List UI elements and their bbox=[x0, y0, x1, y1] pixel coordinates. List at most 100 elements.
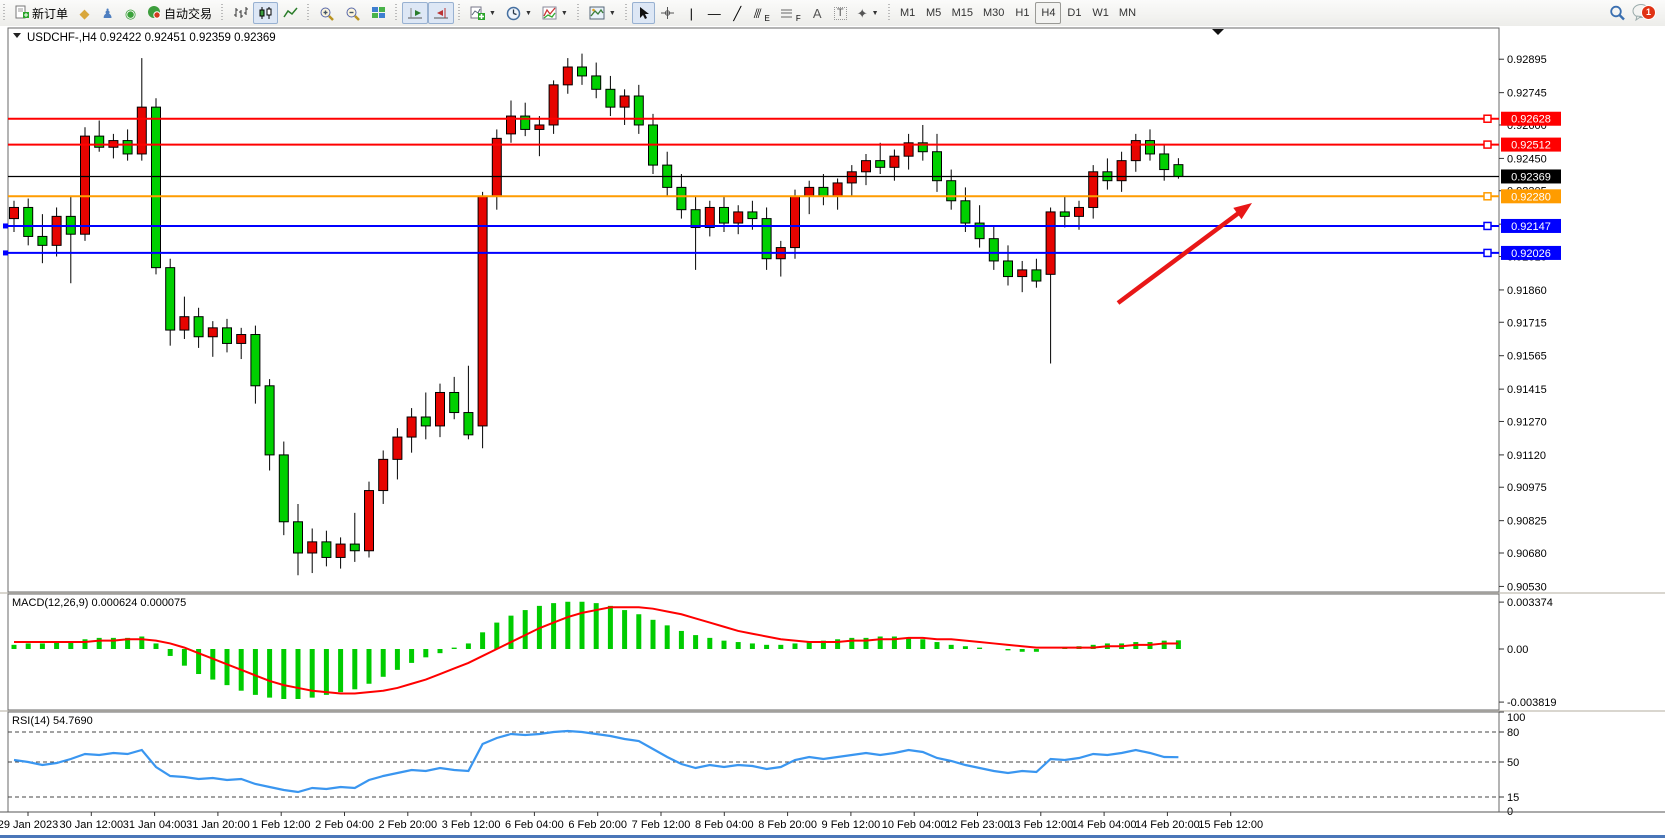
svg-text:0.91715: 0.91715 bbox=[1507, 317, 1547, 329]
chat-button[interactable]: 1 bbox=[1631, 3, 1656, 24]
channel-button[interactable]: ⫻ E bbox=[749, 2, 775, 24]
tile-windows-button[interactable] bbox=[366, 2, 391, 24]
toolbar-grip[interactable] bbox=[2, 4, 7, 22]
svg-text:0.92745: 0.92745 bbox=[1507, 88, 1547, 100]
new-order-icon bbox=[15, 5, 29, 22]
crosshair-icon bbox=[660, 7, 674, 19]
new-order-button[interactable]: 新订单 bbox=[10, 2, 73, 24]
svg-text:30 Jan 12:00: 30 Jan 12:00 bbox=[59, 819, 123, 831]
trend-arrow[interactable] bbox=[1116, 203, 1252, 305]
svg-text:100: 100 bbox=[1507, 712, 1525, 724]
svg-text:USDCHF-,H4 0.92422 0.92451 0.: USDCHF-,H4 0.92422 0.92451 0.92359 0.923… bbox=[27, 32, 276, 44]
picture-icon bbox=[589, 6, 605, 20]
text-icon: A bbox=[812, 5, 822, 21]
zoom-out-icon bbox=[346, 7, 360, 21]
tile-windows-icon bbox=[372, 7, 386, 18]
toolbar-standard: 新订单 ◆ ♟ ◉ 自动交易 bbox=[9, 0, 218, 26]
fibonacci-button[interactable]: F bbox=[775, 2, 806, 24]
search-button[interactable] bbox=[1604, 2, 1631, 24]
svg-text:2 Feb 04:00: 2 Feb 04:00 bbox=[315, 819, 374, 831]
toolbar-grip[interactable] bbox=[575, 4, 581, 22]
fibo-letter: F bbox=[795, 14, 801, 23]
text-label-button[interactable]: T bbox=[829, 2, 852, 24]
timeframe-m30[interactable]: M30 bbox=[978, 2, 1009, 24]
horizontal-line-button[interactable]: — bbox=[703, 2, 726, 24]
svg-text:9 Feb 12:00: 9 Feb 12:00 bbox=[822, 819, 881, 831]
cursor-button[interactable] bbox=[631, 2, 655, 24]
chart-area[interactable]: 0.928950.927450.926000.924500.923050.921… bbox=[0, 26, 1665, 838]
timeframe-d1[interactable]: D1 bbox=[1061, 2, 1087, 24]
objects-list-button[interactable]: ▼ bbox=[584, 2, 621, 24]
timeframe-m5[interactable]: M5 bbox=[921, 2, 947, 24]
fibonacci-icon bbox=[780, 9, 792, 17]
autotrading-label: 自动交易 bbox=[164, 6, 213, 21]
horizontal-line-icon: — bbox=[707, 5, 721, 21]
timeframe-m1[interactable]: M1 bbox=[895, 2, 921, 24]
svg-text:2 Feb 20:00: 2 Feb 20:00 bbox=[378, 819, 437, 831]
arrows-tool-button[interactable]: ✦ ▼ bbox=[852, 2, 884, 24]
svg-text:6 Feb 04:00: 6 Feb 04:00 bbox=[505, 819, 564, 831]
navigator-icon: ♟ bbox=[101, 5, 114, 21]
arrows-tool-icon: ✦ bbox=[856, 5, 868, 21]
chart-header: USDCHF-,H4 0.92422 0.92451 0.92359 0.923… bbox=[13, 29, 1224, 44]
text-button[interactable]: A bbox=[806, 2, 829, 24]
toolbar-right: 1 bbox=[1604, 2, 1665, 24]
svg-text:0.92628: 0.92628 bbox=[1511, 114, 1551, 126]
toolbar-grip[interactable] bbox=[886, 4, 892, 22]
new-chart-button[interactable]: ▼ bbox=[465, 2, 501, 24]
indicators-icon bbox=[542, 6, 557, 20]
timeframe-w1[interactable]: W1 bbox=[1087, 2, 1114, 24]
svg-text:31 Jan 20:00: 31 Jan 20:00 bbox=[186, 819, 250, 831]
macd-signal-line bbox=[14, 606, 1179, 695]
line-chart-button[interactable] bbox=[278, 2, 303, 24]
market-watch-button[interactable]: ◆ bbox=[73, 2, 96, 24]
svg-text:0.90680: 0.90680 bbox=[1507, 548, 1547, 560]
clock-icon bbox=[506, 6, 521, 20]
auto-scroll-button[interactable] bbox=[402, 2, 429, 24]
timeframe-h1[interactable]: H1 bbox=[1009, 2, 1035, 24]
chart-shift-marker bbox=[1212, 29, 1224, 35]
toolbar-objects: ▼ bbox=[583, 0, 622, 26]
svg-text:0.92512: 0.92512 bbox=[1511, 140, 1551, 152]
svg-text:80: 80 bbox=[1507, 727, 1519, 739]
toolbar-grip[interactable] bbox=[220, 4, 226, 22]
vertical-line-button[interactable]: | bbox=[680, 2, 703, 24]
new-order-label: 新订单 bbox=[32, 6, 69, 21]
crosshair-button[interactable] bbox=[655, 2, 680, 24]
svg-text:0.91565: 0.91565 bbox=[1507, 351, 1547, 363]
trendline-icon: ╱ bbox=[733, 5, 742, 21]
trendline-button[interactable]: ╱ bbox=[726, 2, 749, 24]
timeframe-mn[interactable]: MN bbox=[1114, 2, 1141, 24]
chart-shift-button[interactable] bbox=[428, 2, 455, 24]
timeframe-m15[interactable]: M15 bbox=[947, 2, 978, 24]
bar-chart-button[interactable] bbox=[228, 2, 253, 24]
signals-button[interactable]: ◉ bbox=[119, 2, 142, 24]
zoom-in-button[interactable] bbox=[314, 2, 340, 24]
search-icon bbox=[1610, 5, 1625, 21]
horizontal-lines[interactable]: 0.92628 0.92512 0.92369 0.92280 0.92147 0.920… bbox=[3, 111, 1561, 260]
timeframe-h4[interactable]: H4 bbox=[1035, 2, 1062, 24]
svg-text:15 Feb 12:00: 15 Feb 12:00 bbox=[1198, 819, 1263, 831]
zoom-out-button[interactable] bbox=[340, 2, 366, 24]
new-chart-icon bbox=[470, 6, 486, 20]
toolbar-grip[interactable] bbox=[306, 4, 312, 22]
dropdown-caret: ▼ bbox=[871, 9, 879, 17]
svg-text:6 Feb 20:00: 6 Feb 20:00 bbox=[568, 819, 627, 831]
toolbar-grip[interactable] bbox=[457, 4, 463, 22]
cursor-icon bbox=[639, 7, 649, 19]
autotrading-icon bbox=[147, 5, 161, 22]
window-bottom-edge bbox=[0, 835, 1665, 838]
indicators-button[interactable]: ▼ bbox=[537, 2, 573, 24]
chart-background bbox=[0, 26, 1665, 838]
toolbar-grip[interactable] bbox=[623, 4, 629, 22]
svg-text:8 Feb 20:00: 8 Feb 20:00 bbox=[758, 819, 817, 831]
autotrading-button[interactable]: 自动交易 bbox=[142, 2, 217, 24]
toolbar-grip[interactable] bbox=[394, 4, 400, 22]
svg-text:0.90825: 0.90825 bbox=[1507, 516, 1547, 528]
navigator-button[interactable]: ♟ bbox=[96, 2, 119, 24]
periods-button[interactable]: ▼ bbox=[501, 2, 537, 24]
candlestick-chart-button[interactable] bbox=[253, 2, 279, 24]
svg-text:0.90975: 0.90975 bbox=[1507, 482, 1547, 494]
